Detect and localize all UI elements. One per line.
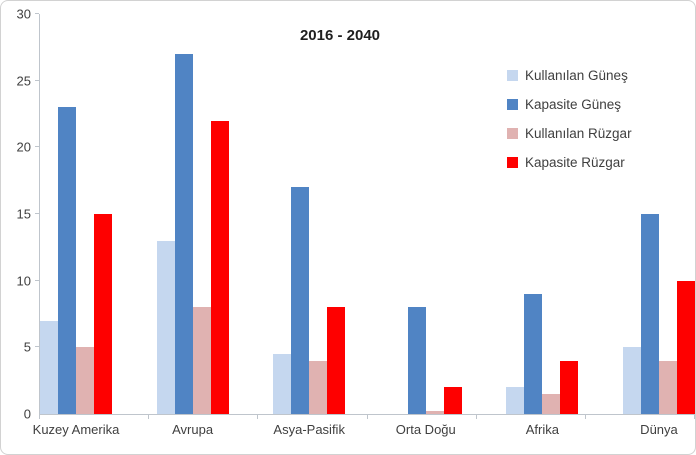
legend-item-kapasite-gunes: Kapasite Güneş [507, 90, 632, 119]
bar-series-2-category-1 [192, 307, 211, 414]
legend-swatch-icon [507, 70, 518, 81]
legend-swatch-icon [507, 157, 518, 168]
bar-series-3-category-5 [676, 280, 695, 414]
bar-series-2-category-2 [309, 360, 328, 414]
bar-series-1-category-2 [291, 187, 310, 414]
y-axis-tick [35, 146, 39, 148]
y-axis-tick [35, 213, 39, 214]
y-axis-tick-label: 0 [23, 406, 31, 422]
legend-label: Kullanılan Güneş [525, 68, 628, 83]
bar-group-4: Afrika [506, 14, 579, 437]
bar-group-3: Orta Doğu [390, 14, 462, 437]
bar-series-2-category-0 [76, 347, 94, 414]
legend-label: Kapasite Güneş [525, 97, 622, 112]
bar-series-0-category-1 [156, 240, 175, 414]
bar-series-2-category-5 [658, 360, 677, 414]
x-axis-label: Kuzey Amerika [32, 422, 120, 437]
x-axis-tick [257, 415, 259, 419]
y-axis: 0 5 10 15 20 25 30 [1, 8, 39, 421]
bar-series-3-category-0 [94, 214, 112, 414]
y-axis-tick-label: 5 [23, 339, 31, 355]
y-axis-tick [35, 79, 39, 81]
legend-swatch-icon [507, 99, 518, 110]
x-axis-tick [148, 415, 150, 419]
x-axis-label: Asya-Pasifik [273, 422, 345, 437]
legend-label: Kapasite Rüzgar [525, 155, 625, 170]
chart-title: 2016 - 2040 [299, 27, 381, 44]
plot-area: Kuzey Amerika Avrupa Asya-Pasifik Orta Doğu… [33, 14, 695, 437]
bar-series-3-category-2 [327, 307, 346, 414]
bar-series-1-category-1 [174, 54, 193, 414]
x-axis-label: Afrika [525, 422, 559, 437]
bar-series-3-category-1 [210, 120, 229, 414]
x-axis-label: Dünya [640, 422, 678, 437]
legend-item-kullanilan-ruzgar: Kullanılan Rüzgar [507, 119, 632, 148]
bar-series-2-category-3 [425, 411, 444, 414]
y-axis-tick-label: 30 [16, 6, 31, 22]
y-axis-tick [35, 279, 39, 281]
x-axis-label: Orta Doğu [395, 422, 456, 437]
bar-series-1-category-5 [640, 214, 659, 414]
bar-series-1-category-4 [524, 294, 543, 414]
bar-series-0-category-2 [273, 354, 292, 414]
y-axis-tick [35, 13, 39, 14]
x-axis-tick [475, 415, 477, 419]
x-axis-label: Avrupa [172, 422, 214, 437]
bar-series-1-category-0 [58, 107, 76, 414]
bar-group-2: Asya-Pasifik [273, 14, 346, 437]
legend-item-kullanilan-gunes: Kullanılan Güneş [507, 61, 632, 90]
x-axis-tick [366, 415, 368, 419]
x-axis-tick [584, 415, 586, 419]
bar-group-0: Kuzey Amerika [33, 14, 119, 437]
x-axis-tick [694, 415, 695, 419]
y-axis-tick [35, 346, 39, 348]
bar-group-1: Avrupa [156, 14, 229, 437]
bar-series-1-category-3 [407, 307, 426, 414]
x-axis-tick [39, 415, 40, 419]
y-axis-tick-label: 25 [16, 73, 31, 89]
bar-series-0-category-0 [40, 320, 58, 414]
y-axis-tick-label: 15 [16, 206, 31, 222]
bar-series-0-category-5 [622, 347, 641, 414]
bar-group-5: Dünya [622, 14, 695, 437]
legend-swatch-icon [507, 128, 518, 139]
legend-item-kapasite-ruzgar: Kapasite Rüzgar [507, 148, 632, 177]
y-axis-tick-label: 10 [16, 273, 31, 289]
bar-series-2-category-4 [542, 394, 561, 414]
legend-label: Kullanılan Rüzgar [525, 126, 632, 141]
y-axis-tick-label: 20 [16, 139, 31, 155]
bar-series-3-category-4 [560, 360, 579, 414]
bar-series-0-category-4 [506, 387, 525, 414]
legend: Kullanılan Güneş Kapasite Güneş Kullanıl… [507, 61, 632, 177]
bar-series-3-category-3 [443, 387, 462, 414]
